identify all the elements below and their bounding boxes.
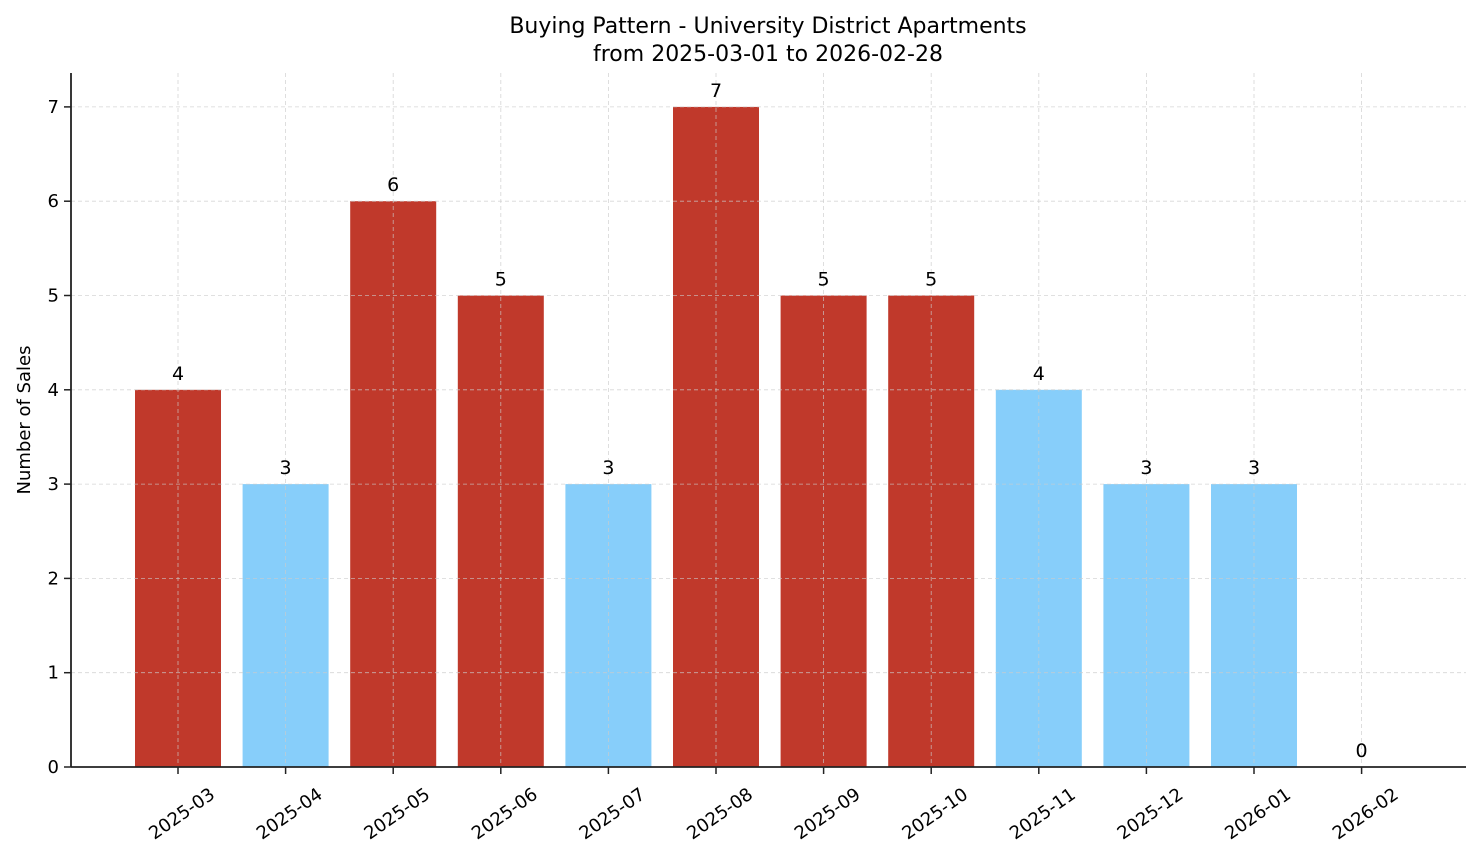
- x-tick-label: 2025-09: [791, 784, 865, 844]
- x-tick-label: 2025-12: [1114, 784, 1188, 844]
- bar-value-label: 4: [1033, 363, 1045, 385]
- bar-value-label: 3: [1248, 457, 1260, 479]
- x-tick-label: 2025-05: [360, 784, 434, 844]
- bar-value-label: 5: [495, 269, 507, 291]
- bar-value-label: 3: [1140, 457, 1152, 479]
- bar-value-label: 5: [818, 269, 830, 291]
- x-tick-label: 2025-07: [576, 784, 650, 844]
- y-tick-label: 5: [48, 286, 59, 307]
- x-tick-label: 2026-02: [1329, 784, 1403, 844]
- y-tick-label: 3: [48, 474, 59, 495]
- bar-value-label: 6: [387, 174, 399, 196]
- bar-value-label: 3: [280, 457, 292, 479]
- x-tick-label: 2025-11: [1006, 784, 1080, 844]
- bar-value-label: 3: [602, 457, 614, 479]
- x-tick-label: 2025-04: [253, 784, 327, 844]
- bar-value-labels: 4 3 6 5 3 7 5 5 4 3 3 0: [172, 80, 1368, 762]
- y-tick-label: 0: [48, 757, 59, 778]
- x-tick-label: 2025-06: [468, 784, 542, 844]
- y-axis-label: Number of Sales: [14, 345, 35, 494]
- subtitle: from 2025-03-01 to 2026-02-28: [593, 42, 943, 67]
- y-tick-label: 1: [48, 663, 59, 684]
- y-tick-label: 7: [48, 97, 59, 118]
- x-tick-label: 2026-01: [1221, 784, 1295, 844]
- y-tick-label: 2: [48, 568, 59, 589]
- x-tick-label: 2025-03: [145, 784, 219, 844]
- bar-value-label: 5: [925, 269, 937, 291]
- x-tick-label: 2025-10: [898, 784, 972, 844]
- x-tick-label: 2025-08: [683, 784, 757, 844]
- bar-value-label: 7: [710, 80, 722, 102]
- y-tick-label: 4: [48, 380, 59, 401]
- bar-value-label: 0: [1356, 740, 1368, 762]
- gridlines: [71, 72, 1466, 767]
- bar-value-label: 4: [172, 363, 184, 385]
- title: Buying Pattern - University District Apa…: [509, 14, 1026, 39]
- y-tick-label: 6: [48, 191, 59, 212]
- chart-title: Buying Pattern - University District Apa…: [509, 14, 1026, 67]
